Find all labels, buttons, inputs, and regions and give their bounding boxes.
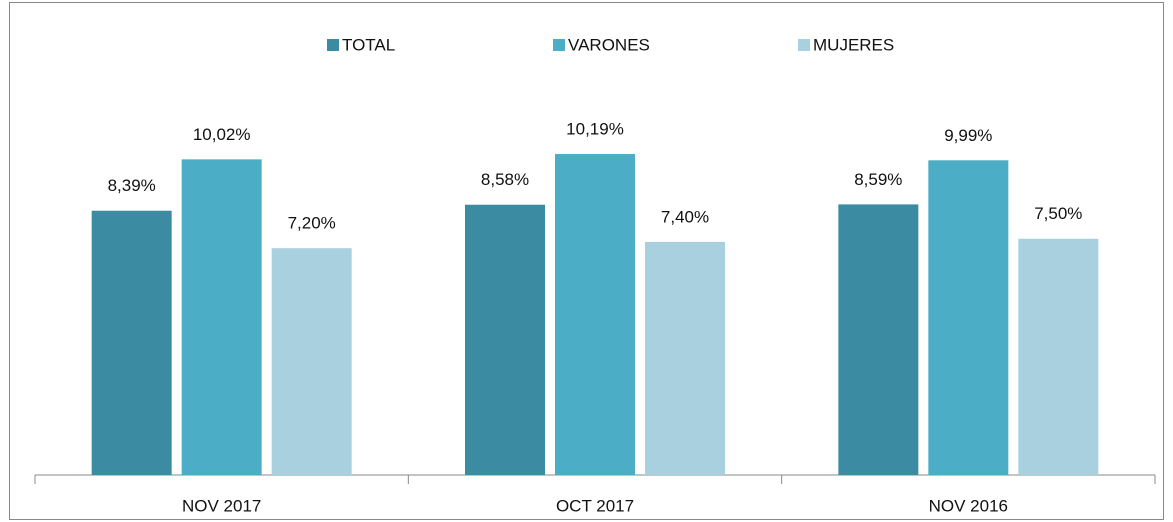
data-label: 7,40% bbox=[661, 207, 709, 226]
bar bbox=[645, 241, 725, 475]
data-label: 8,58% bbox=[481, 170, 529, 189]
x-tick-label: NOV 2017 bbox=[182, 496, 261, 515]
bar bbox=[928, 160, 1009, 475]
legend-label: MUJERES bbox=[813, 35, 894, 54]
legend-swatch bbox=[327, 39, 339, 51]
data-label: 8,39% bbox=[108, 176, 156, 195]
data-label: 7,20% bbox=[288, 214, 336, 233]
legend-swatch bbox=[553, 39, 565, 51]
x-tick-label: NOV 2016 bbox=[929, 496, 1008, 515]
bar bbox=[91, 210, 172, 475]
bar bbox=[555, 154, 635, 475]
bar bbox=[838, 204, 919, 476]
legend-swatch bbox=[798, 39, 810, 51]
bar bbox=[181, 159, 262, 475]
data-label: 10,19% bbox=[566, 119, 624, 138]
x-tick-label: OCT 2017 bbox=[556, 496, 634, 515]
legend-label: VARONES bbox=[568, 35, 650, 54]
legend-label: TOTAL bbox=[342, 35, 395, 54]
bar bbox=[465, 204, 545, 476]
data-label: 7,50% bbox=[1034, 204, 1082, 223]
bar bbox=[271, 248, 352, 475]
bar bbox=[1018, 238, 1099, 475]
data-label: 9,99% bbox=[944, 126, 992, 145]
data-label: 8,59% bbox=[854, 170, 902, 189]
data-label: 10,02% bbox=[193, 125, 251, 144]
